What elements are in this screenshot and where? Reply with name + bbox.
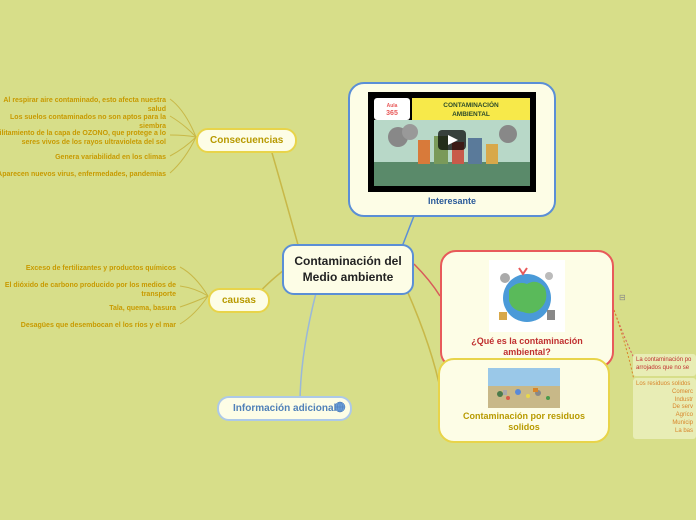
svg-text:Aula: Aula bbox=[387, 103, 398, 109]
collapse-toggle-icon[interactable]: ⊟ bbox=[619, 293, 627, 301]
detail-box-header[interactable]: La contaminación po arrojados que no se bbox=[633, 354, 696, 376]
svg-text:365: 365 bbox=[386, 110, 398, 117]
leaf-causa[interactable]: Desagües que desembocan el los ríos y el… bbox=[0, 321, 176, 330]
leaf-consecuencia[interactable]: Genera variabilidad en los climas bbox=[0, 153, 166, 162]
svg-text:AMBIENTAL: AMBIENTAL bbox=[452, 111, 490, 118]
globe-icon bbox=[334, 400, 346, 412]
leaf-consecuencia[interactable]: Aparecen nuevos virus, enfermedades, pan… bbox=[0, 170, 166, 179]
branch-info-adicional[interactable]: Información adicional bbox=[217, 396, 352, 421]
residuos-caption: Contaminación por residuos solidos bbox=[448, 411, 600, 433]
interesante-caption: Interesante bbox=[358, 196, 546, 207]
center-line2: Medio ambiente bbox=[290, 270, 406, 286]
center-topic[interactable]: Contaminación del Medio ambiente bbox=[282, 244, 414, 295]
leaf-causa[interactable]: Exceso de fertilizantes y productos quím… bbox=[0, 264, 176, 273]
media-interesante[interactable]: Aula 365 CONTAMINACIÓN AMBIENTAL Interes… bbox=[348, 82, 556, 217]
media-que-es[interactable]: ¿Qué es la contaminación ambiental? bbox=[440, 250, 614, 368]
center-line1: Contaminación del bbox=[290, 254, 406, 270]
svg-text:CONTAMINACIÓN: CONTAMINACIÓN bbox=[443, 100, 499, 109]
media-residuos[interactable]: Contaminación por residuos solidos bbox=[438, 358, 610, 443]
leaf-consecuencia[interactable]: Debilitamiento de la capa de OZONO, que … bbox=[0, 129, 166, 147]
branch-causas[interactable]: causas bbox=[208, 288, 270, 313]
branch-consecuencias[interactable]: Consecuencias bbox=[196, 128, 297, 153]
residuos-image bbox=[488, 368, 560, 408]
leaf-causa[interactable]: El dióxido de carbono producido por los … bbox=[0, 281, 176, 299]
que-es-caption: ¿Qué es la contaminación ambiental? bbox=[450, 336, 604, 358]
leaf-consecuencia[interactable]: Al respirar aire contaminado, esto afect… bbox=[0, 96, 166, 114]
detail-box-items[interactable]: Los residuos solidos Comerc Industr De s… bbox=[633, 378, 696, 439]
video-thumbnail[interactable]: Aula 365 CONTAMINACIÓN AMBIENTAL bbox=[368, 92, 536, 192]
que-es-image bbox=[489, 260, 565, 332]
leaf-causa[interactable]: Tala, quema, basura bbox=[0, 304, 176, 313]
